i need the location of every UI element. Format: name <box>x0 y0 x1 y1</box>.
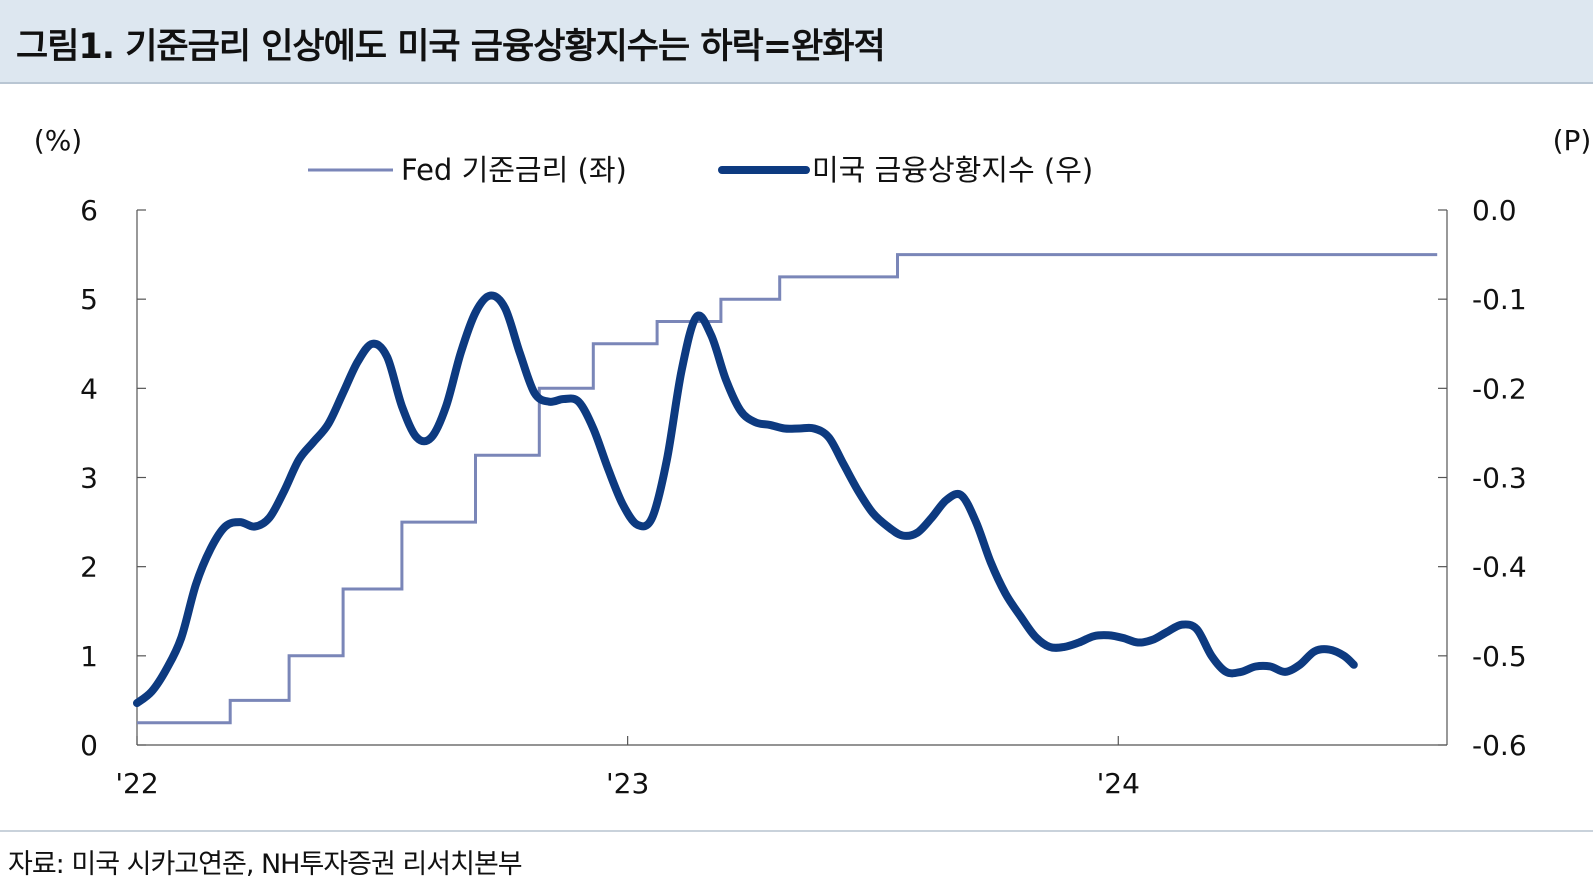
x-tick-label: '23 <box>606 767 649 800</box>
left-tick-label: 4 <box>80 372 98 405</box>
right-tick-label: -0.1 <box>1472 283 1527 316</box>
right-tick-label: -0.6 <box>1472 729 1527 762</box>
x-tick-label: '24 <box>1097 767 1140 800</box>
left-tick-label: 1 <box>80 640 98 673</box>
chart-title: 그림1. 기준금리 인상에도 미국 금융상황지수는 하락=완화적 <box>16 27 886 67</box>
footer-divider <box>0 830 1593 832</box>
left-axis-unit-label: (%) <box>34 124 82 157</box>
right-tick-label: -0.5 <box>1472 640 1527 673</box>
right-tick-label: -0.4 <box>1472 551 1527 584</box>
right-tick-label: 0.0 <box>1472 194 1517 227</box>
left-tick-label: 0 <box>80 729 98 762</box>
series-fed-rate <box>137 253 1438 725</box>
left-tick-label: 3 <box>80 462 98 495</box>
right-tick-label: -0.2 <box>1472 372 1527 405</box>
x-tick-label: '22 <box>115 767 158 800</box>
left-tick-label: 2 <box>80 551 98 584</box>
right-axis-unit-label: (P) <box>1553 124 1592 157</box>
title-bar: 그림1. 기준금리 인상에도 미국 금융상황지수는 하락=완화적 <box>0 0 1593 84</box>
legend-label-fci: 미국 금융상황지수 (우) <box>812 153 1093 187</box>
legend-label-fed-rate: Fed 기준금리 (좌) <box>401 153 627 187</box>
left-tick-label: 6 <box>80 194 98 227</box>
series-financial-conditions-index <box>133 291 1358 708</box>
source-note: 자료: 미국 시카고연준, NH투자증권 리서치본부 <box>8 849 523 880</box>
right-tick-label: -0.3 <box>1472 462 1527 495</box>
chart-area: 0 1 2 3 4 5 6 -0.6 -0.5 -0.4 -0.3 -0.2 -0.1 0.0 '22 '23… <box>34 124 1592 800</box>
left-tick-label: 5 <box>80 283 98 316</box>
